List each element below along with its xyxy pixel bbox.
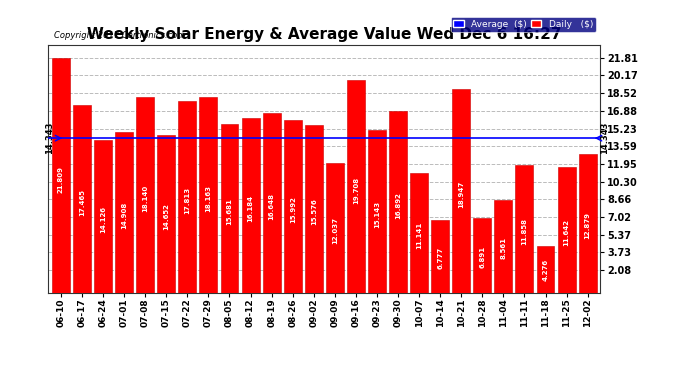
Bar — [136, 97, 154, 292]
Text: 4.276: 4.276 — [542, 260, 549, 282]
Bar — [515, 165, 533, 292]
Bar — [284, 120, 302, 292]
Text: 14.343: 14.343 — [45, 122, 54, 154]
Text: 16.648: 16.648 — [268, 193, 275, 220]
Bar — [347, 80, 365, 292]
Text: 19.708: 19.708 — [353, 177, 359, 204]
Bar — [473, 218, 491, 292]
Bar — [199, 97, 217, 292]
Text: 12.879: 12.879 — [584, 213, 591, 240]
Bar — [221, 124, 239, 292]
Bar — [410, 172, 428, 292]
Text: 6.891: 6.891 — [480, 246, 485, 268]
Text: 11.642: 11.642 — [564, 219, 569, 246]
Bar — [326, 163, 344, 292]
Text: 17.465: 17.465 — [79, 189, 85, 216]
Bar — [94, 141, 112, 292]
Bar — [537, 246, 555, 292]
Bar — [73, 105, 91, 292]
Text: 17.813: 17.813 — [184, 187, 190, 214]
Text: 18.947: 18.947 — [458, 181, 464, 208]
Text: 14.908: 14.908 — [121, 202, 127, 229]
Text: 14.126: 14.126 — [100, 206, 106, 233]
Bar — [241, 118, 259, 292]
Text: 15.681: 15.681 — [226, 198, 233, 225]
Bar — [115, 132, 133, 292]
Bar — [263, 113, 281, 292]
Bar — [305, 125, 323, 292]
Text: 6.777: 6.777 — [437, 246, 443, 268]
Bar — [558, 167, 575, 292]
Title: Weekly Solar Energy & Average Value Wed Dec 6 16:27: Weekly Solar Energy & Average Value Wed … — [87, 27, 562, 42]
Text: 12.037: 12.037 — [332, 217, 338, 244]
Text: 14.343: 14.343 — [600, 122, 609, 154]
Bar — [52, 58, 70, 292]
Legend: Average  ($), Daily   ($): Average ($), Daily ($) — [451, 17, 595, 32]
Text: 15.143: 15.143 — [374, 201, 380, 228]
Bar — [368, 129, 386, 292]
Text: 16.184: 16.184 — [248, 195, 253, 222]
Bar — [431, 220, 449, 292]
Text: 11.141: 11.141 — [416, 221, 422, 249]
Text: 14.652: 14.652 — [164, 203, 169, 230]
Bar — [389, 111, 407, 292]
Text: 18.163: 18.163 — [206, 185, 211, 212]
Bar — [157, 135, 175, 292]
Text: 21.809: 21.809 — [58, 166, 64, 194]
Text: 11.858: 11.858 — [522, 218, 527, 245]
Text: 16.892: 16.892 — [395, 192, 401, 219]
Text: Copyright 2017 Cartronics.com: Copyright 2017 Cartronics.com — [54, 31, 185, 40]
Text: 18.140: 18.140 — [142, 185, 148, 212]
Text: 8.561: 8.561 — [500, 237, 506, 259]
Text: 15.992: 15.992 — [290, 196, 296, 223]
Bar — [179, 101, 197, 292]
Bar — [495, 200, 513, 292]
Bar — [579, 154, 597, 292]
Text: 15.576: 15.576 — [310, 199, 317, 225]
Bar — [452, 88, 470, 292]
